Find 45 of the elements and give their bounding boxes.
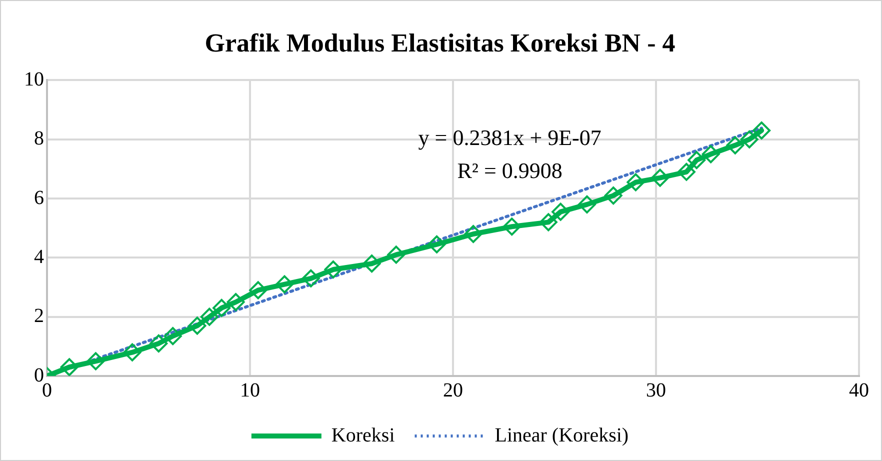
y-tick-label: 0 [34,364,44,386]
point [387,246,406,264]
point [626,173,645,192]
point [726,136,744,154]
point [60,358,78,376]
legend-label: Koreksi [331,424,396,446]
annotation: R² = 0.9908 [457,158,562,184]
y-tick-label: 4 [34,246,44,268]
point [188,316,206,335]
point [552,202,570,221]
point [164,327,182,346]
point [276,275,294,294]
x-tick-label: 20 [443,379,463,402]
y-tick-label: 10 [24,68,44,90]
point [651,168,670,187]
point [123,343,142,362]
annotation: y = 0.2381x + 9E-07 [418,125,602,150]
point [362,254,381,273]
point [86,352,105,370]
legend-label: Linear (Koreksi) [494,424,629,446]
x-tick-label: 30 [646,379,666,402]
x-tick-label: 10 [240,379,260,402]
point [428,235,446,254]
point [502,218,521,236]
y-tick-label: 2 [34,305,44,328]
point [677,162,696,181]
point [212,298,231,317]
point [688,151,706,170]
point [302,269,320,288]
point [249,281,268,300]
point [226,293,245,312]
point [740,130,758,148]
chart-title: Grafik Modulus Elastisitas Koreksi BN - 4 [204,28,676,58]
point [604,186,622,205]
point [324,260,342,279]
point [578,195,596,214]
x-tick-label: 40 [849,379,869,402]
point [150,334,168,352]
y-tick-label: 6 [34,186,44,209]
point [539,213,558,232]
point [200,308,218,326]
point [702,145,720,164]
point [752,121,771,140]
point [464,225,482,244]
y-tick-label: 8 [34,128,44,150]
